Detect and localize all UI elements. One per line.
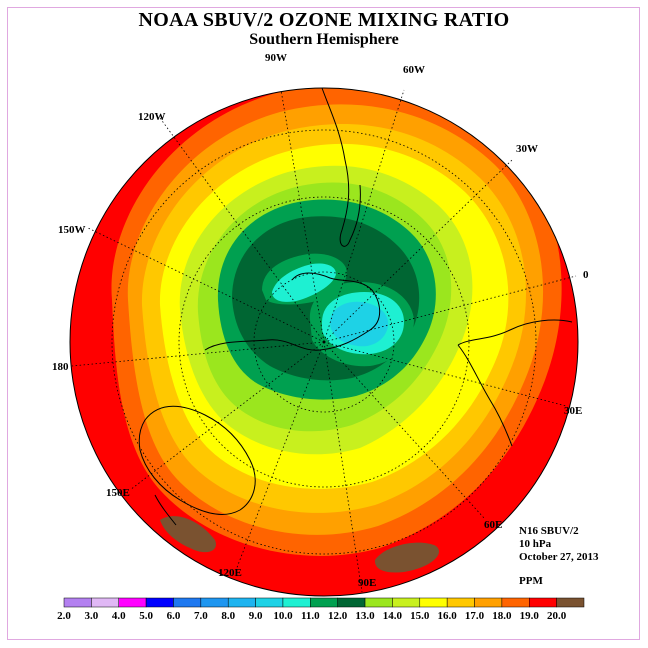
land-patch-polar-2 <box>374 542 440 573</box>
colorbar-tick-label: 12.0 <box>328 610 348 622</box>
map-subtitle: Southern Hemisphere <box>249 31 399 48</box>
date-label: October 27, 2013 <box>519 551 599 563</box>
colorbar-swatch <box>419 597 448 608</box>
colorbar-swatch <box>173 597 202 608</box>
lon-label-30w: 30W <box>516 143 538 155</box>
colorbar-tick-label: 20.0 <box>547 610 567 622</box>
colorbar-tick-label: 19.0 <box>520 610 540 622</box>
meridian-90w <box>280 89 325 343</box>
colorbar-swatch <box>364 597 393 608</box>
colorbar-swatch <box>255 597 284 608</box>
meridian-150e <box>129 341 325 491</box>
coastline-antarctica <box>204 272 381 351</box>
colorbar-swatch <box>227 597 256 608</box>
colorbar-tick-label: 8.0 <box>221 610 235 622</box>
coastline-south-america <box>321 87 361 247</box>
latitude-circle-inner <box>253 271 395 413</box>
colorbar-swatch <box>501 597 530 608</box>
meridian-60w <box>323 89 405 343</box>
colorbar-swatch <box>529 597 557 608</box>
coastline-australia <box>138 405 256 516</box>
lon-label-150w: 150W <box>58 224 86 236</box>
lon-label-30e: 30E <box>564 405 582 417</box>
colorbar-tick-label: 5.0 <box>139 610 153 622</box>
ozone-contour-field <box>70 88 578 596</box>
lon-label-120w: 120W <box>138 111 166 123</box>
colorbar-tick-label: 16.0 <box>438 610 458 622</box>
instrument-label: N16 SBUV/2 <box>519 525 579 537</box>
colorbar-swatch <box>446 597 475 608</box>
colorbar-tick-label: 14.0 <box>383 610 403 622</box>
colorbar-tick-label: 7.0 <box>194 610 208 622</box>
latitude-circle-outer <box>111 129 537 555</box>
colorbar-swatch <box>91 597 119 608</box>
meridian-120e <box>235 341 325 571</box>
colorbar-swatch <box>474 597 503 608</box>
colorbar-swatch <box>392 597 421 608</box>
colorbar-tick-label: 3.0 <box>84 610 98 622</box>
lon-label-60e: 60E <box>484 519 502 531</box>
coastline-africa <box>457 319 573 447</box>
land-patch-polar-1 <box>160 516 216 553</box>
colorbar-tick-label: 17.0 <box>465 610 485 622</box>
coastline-outlines <box>138 87 573 526</box>
graticule <box>71 89 577 593</box>
lon-label-150e: 150E <box>106 487 130 499</box>
colorbar-tick-label: 6.0 <box>167 610 181 622</box>
pressure-level-label: 10 hPa <box>519 538 552 550</box>
lon-label-90e: 90E <box>358 577 376 589</box>
colorbar-swatch <box>118 597 147 608</box>
colorbar-swatch <box>310 597 338 608</box>
colorbar-swatch <box>63 597 92 608</box>
colorbar-tick-label: 4.0 <box>112 610 126 622</box>
lon-label-90w: 90W <box>265 52 287 64</box>
colorbar-swatch <box>200 597 229 608</box>
figure-frame <box>7 7 640 640</box>
colorbar-tick-label: 15.0 <box>410 610 430 622</box>
longitude-labels: 90W 60W 30W 0 30E 60E 90E 120E 150E 180 … <box>52 52 589 589</box>
units-label: PPM <box>519 575 543 587</box>
colorbar-swatch <box>282 597 311 608</box>
lon-label-60w: 60W <box>403 64 425 76</box>
colorbar-swatch <box>337 597 366 608</box>
map-boundary <box>69 87 579 597</box>
colorbar-tick-label: 2.0 <box>57 610 71 622</box>
map-title: NOAA SBUV/2 OZONE MIXING RATIO <box>138 9 510 31</box>
colorbar-swatch <box>145 597 174 608</box>
colorbar-swatch <box>556 597 585 608</box>
colorbar-tick-label: 13.0 <box>355 610 375 622</box>
coastline-new-zealand <box>154 494 177 526</box>
lon-label-180: 180 <box>52 361 69 373</box>
lon-label-120e: 120E <box>218 567 242 579</box>
meridian-0 <box>323 275 577 343</box>
colorbar-tick-label: 11.0 <box>301 610 320 622</box>
lon-label-0: 0 <box>583 269 589 281</box>
latitude-circle-middle <box>178 196 470 488</box>
colorbar-tick-label: 18.0 <box>492 610 512 622</box>
colorbar-tick-label: 9.0 <box>249 610 263 622</box>
contour-8-9 <box>330 301 389 347</box>
meridian-30e <box>323 341 567 407</box>
colorbar-tick-label: 10.0 <box>273 610 293 622</box>
